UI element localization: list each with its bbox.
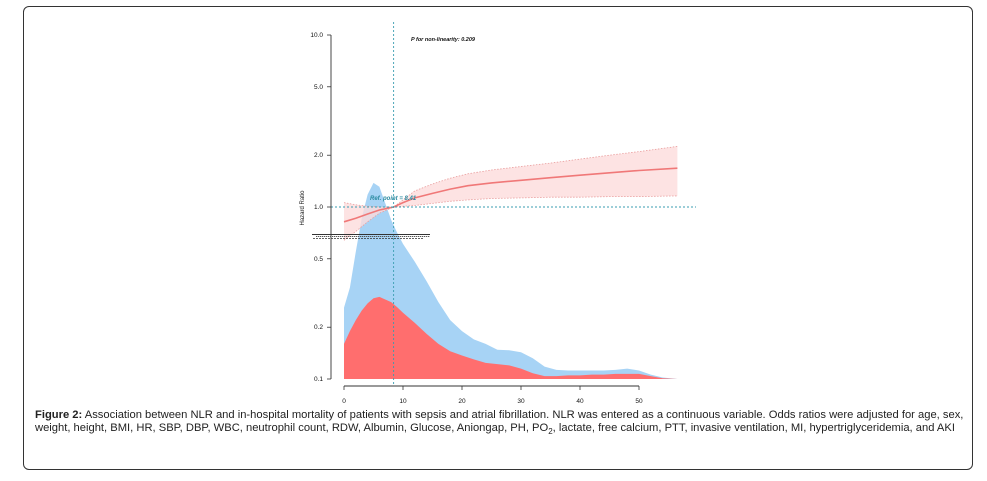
density-layer [344,182,678,379]
density-deceased-area [344,296,678,379]
hazard-ratio-ci-band [344,146,678,241]
y-tick-label: 10.0 [310,32,323,39]
figure-caption: Figure 2: Association between NLR and in… [35,409,965,436]
hazard-ratio-chart: 0.1 0.2 0.5 1.0 2.0 5.0 10.0 0 10 20 30 40 50 P for … [300,22,696,405]
x-tick-label: 30 [517,398,525,405]
caption-subscript: 2 [548,427,553,437]
reference-lines-layer [331,22,696,386]
x-tick-label: 0 [342,398,346,405]
figure-frame [23,6,973,470]
y-tick-label: 0.1 [314,376,323,383]
hazard-ratio-line [343,167,678,223]
x-tick-label: 20 [458,398,466,405]
confidence-band-layer [343,146,678,241]
garbled-legend-text [312,234,430,239]
nonlinearity-annotation: P for non-linearity: 0.209 [411,37,476,43]
density-total-area [344,182,678,379]
x-tick-label: 50 [635,398,643,405]
hazard-line-layer [343,167,678,223]
ci-lower-bound [343,195,678,241]
reference-point-label: Ref. point = 8.41 [370,196,417,202]
caption-text-end: , lactate, free calcium, PTT, invasive v… [552,422,955,435]
y-tick-label: 1.0 [314,204,323,211]
ci-upper-bound [343,146,678,208]
x-tick-label: 40 [576,398,584,405]
caption-label: Figure 2: [35,409,83,421]
caption-text: Association between NLR and in-hospital … [35,409,964,435]
y-tick-label: 0.2 [314,324,323,331]
y-tick-label: 2.0 [314,152,323,159]
x-tick-label: 10 [399,398,407,405]
y-tick-label: 0.5 [314,256,323,263]
axes-layer: 0.1 0.2 0.5 1.0 2.0 5.0 10.0 0 10 20 30 40 50 [310,32,643,405]
y-tick-label: 5.0 [314,84,323,91]
y-axis-title: Hazard Ratio [300,190,306,226]
